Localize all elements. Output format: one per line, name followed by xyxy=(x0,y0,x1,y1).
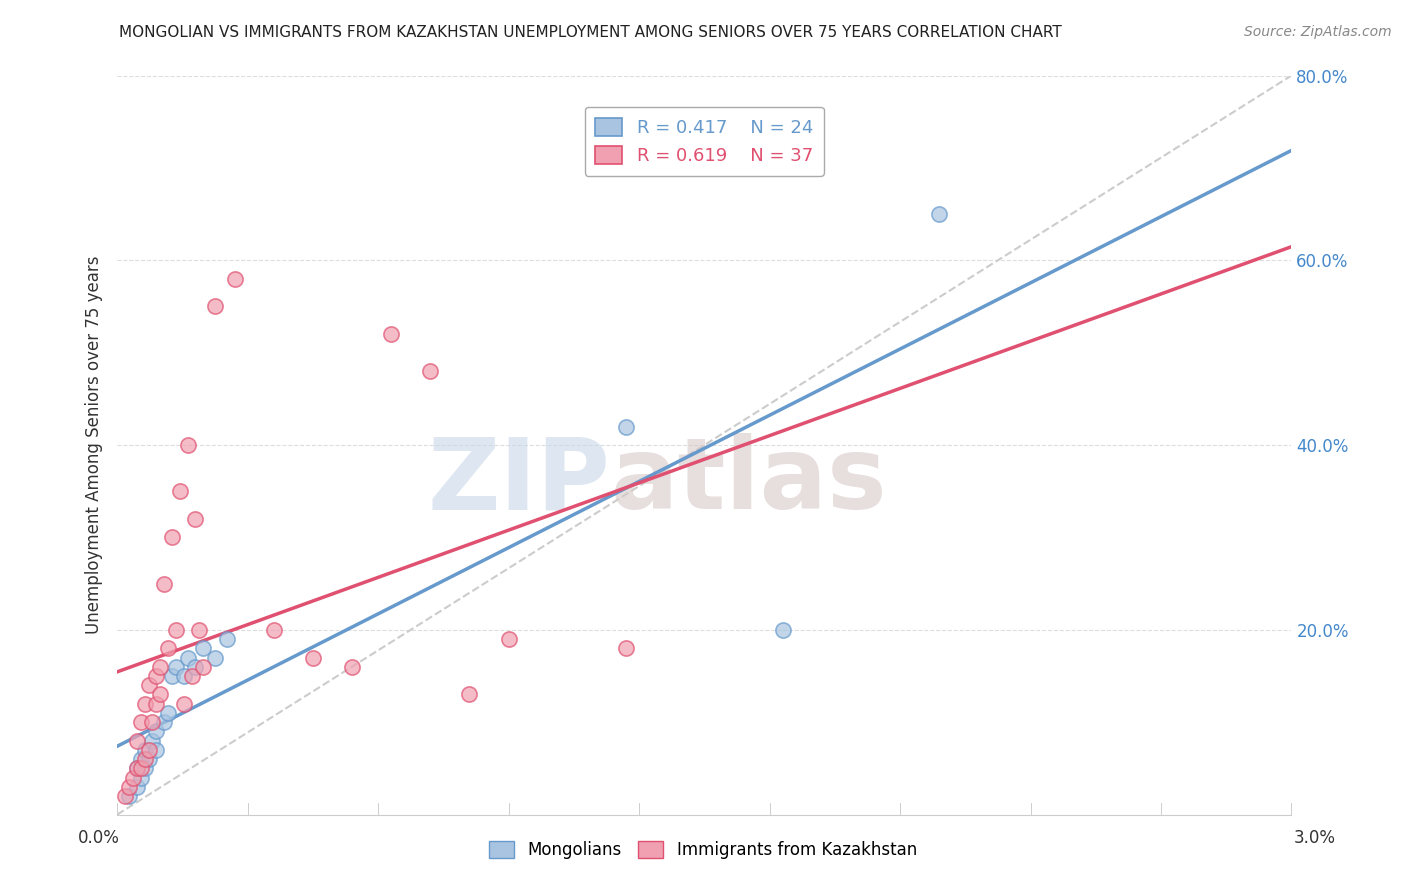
Point xyxy=(125,733,148,747)
Point xyxy=(173,669,195,683)
Point xyxy=(380,327,402,342)
Point xyxy=(160,669,183,683)
Point xyxy=(141,733,163,747)
Point xyxy=(157,706,180,720)
Point xyxy=(134,752,156,766)
Point xyxy=(165,659,187,673)
Legend: Mongolians, Immigrants from Kazakhstan: Mongolians, Immigrants from Kazakhstan xyxy=(482,834,924,866)
Text: atlas: atlas xyxy=(610,434,887,531)
Point xyxy=(157,641,180,656)
Point xyxy=(125,761,148,775)
Point xyxy=(134,761,156,775)
Point xyxy=(145,724,167,739)
Point xyxy=(176,650,198,665)
Point xyxy=(125,761,148,775)
Point xyxy=(121,771,143,785)
Point xyxy=(419,364,441,378)
Point xyxy=(153,715,176,730)
Point xyxy=(149,688,172,702)
Point xyxy=(458,688,481,702)
Point xyxy=(188,623,211,637)
Point xyxy=(138,678,160,692)
Point xyxy=(138,752,160,766)
Text: 0.0%: 0.0% xyxy=(77,829,120,847)
Text: ZIP: ZIP xyxy=(427,434,610,531)
Point xyxy=(129,715,152,730)
Legend: R = 0.417    N = 24, R = 0.619    N = 37: R = 0.417 N = 24, R = 0.619 N = 37 xyxy=(585,107,824,176)
Point xyxy=(772,623,794,637)
Point xyxy=(138,743,160,757)
Point xyxy=(180,669,202,683)
Point xyxy=(149,659,172,673)
Point xyxy=(169,484,191,499)
Point xyxy=(134,743,156,757)
Point xyxy=(184,659,207,673)
Point xyxy=(302,650,325,665)
Point xyxy=(184,512,207,526)
Point xyxy=(263,623,285,637)
Point xyxy=(125,780,148,794)
Point xyxy=(153,576,176,591)
Point xyxy=(928,207,950,221)
Point xyxy=(614,641,637,656)
Text: 3.0%: 3.0% xyxy=(1294,829,1336,847)
Point xyxy=(498,632,520,646)
Point xyxy=(118,780,141,794)
Point xyxy=(204,300,226,314)
Point xyxy=(165,623,187,637)
Point xyxy=(129,752,152,766)
Point xyxy=(173,697,195,711)
Point xyxy=(114,789,136,803)
Point xyxy=(176,438,198,452)
Point xyxy=(134,697,156,711)
Text: MONGOLIAN VS IMMIGRANTS FROM KAZAKHSTAN UNEMPLOYMENT AMONG SENIORS OVER 75 YEARS: MONGOLIAN VS IMMIGRANTS FROM KAZAKHSTAN … xyxy=(120,25,1062,40)
Point xyxy=(215,632,238,646)
Y-axis label: Unemployment Among Seniors over 75 years: Unemployment Among Seniors over 75 years xyxy=(86,256,103,634)
Point xyxy=(340,659,363,673)
Text: Source: ZipAtlas.com: Source: ZipAtlas.com xyxy=(1244,25,1392,39)
Point xyxy=(614,419,637,434)
Point xyxy=(160,530,183,544)
Point xyxy=(224,272,246,286)
Point xyxy=(145,743,167,757)
Point xyxy=(118,789,141,803)
Point xyxy=(145,669,167,683)
Point xyxy=(145,697,167,711)
Point xyxy=(141,715,163,730)
Point xyxy=(193,659,215,673)
Point xyxy=(129,761,152,775)
Point xyxy=(193,641,215,656)
Point xyxy=(129,771,152,785)
Point xyxy=(204,650,226,665)
